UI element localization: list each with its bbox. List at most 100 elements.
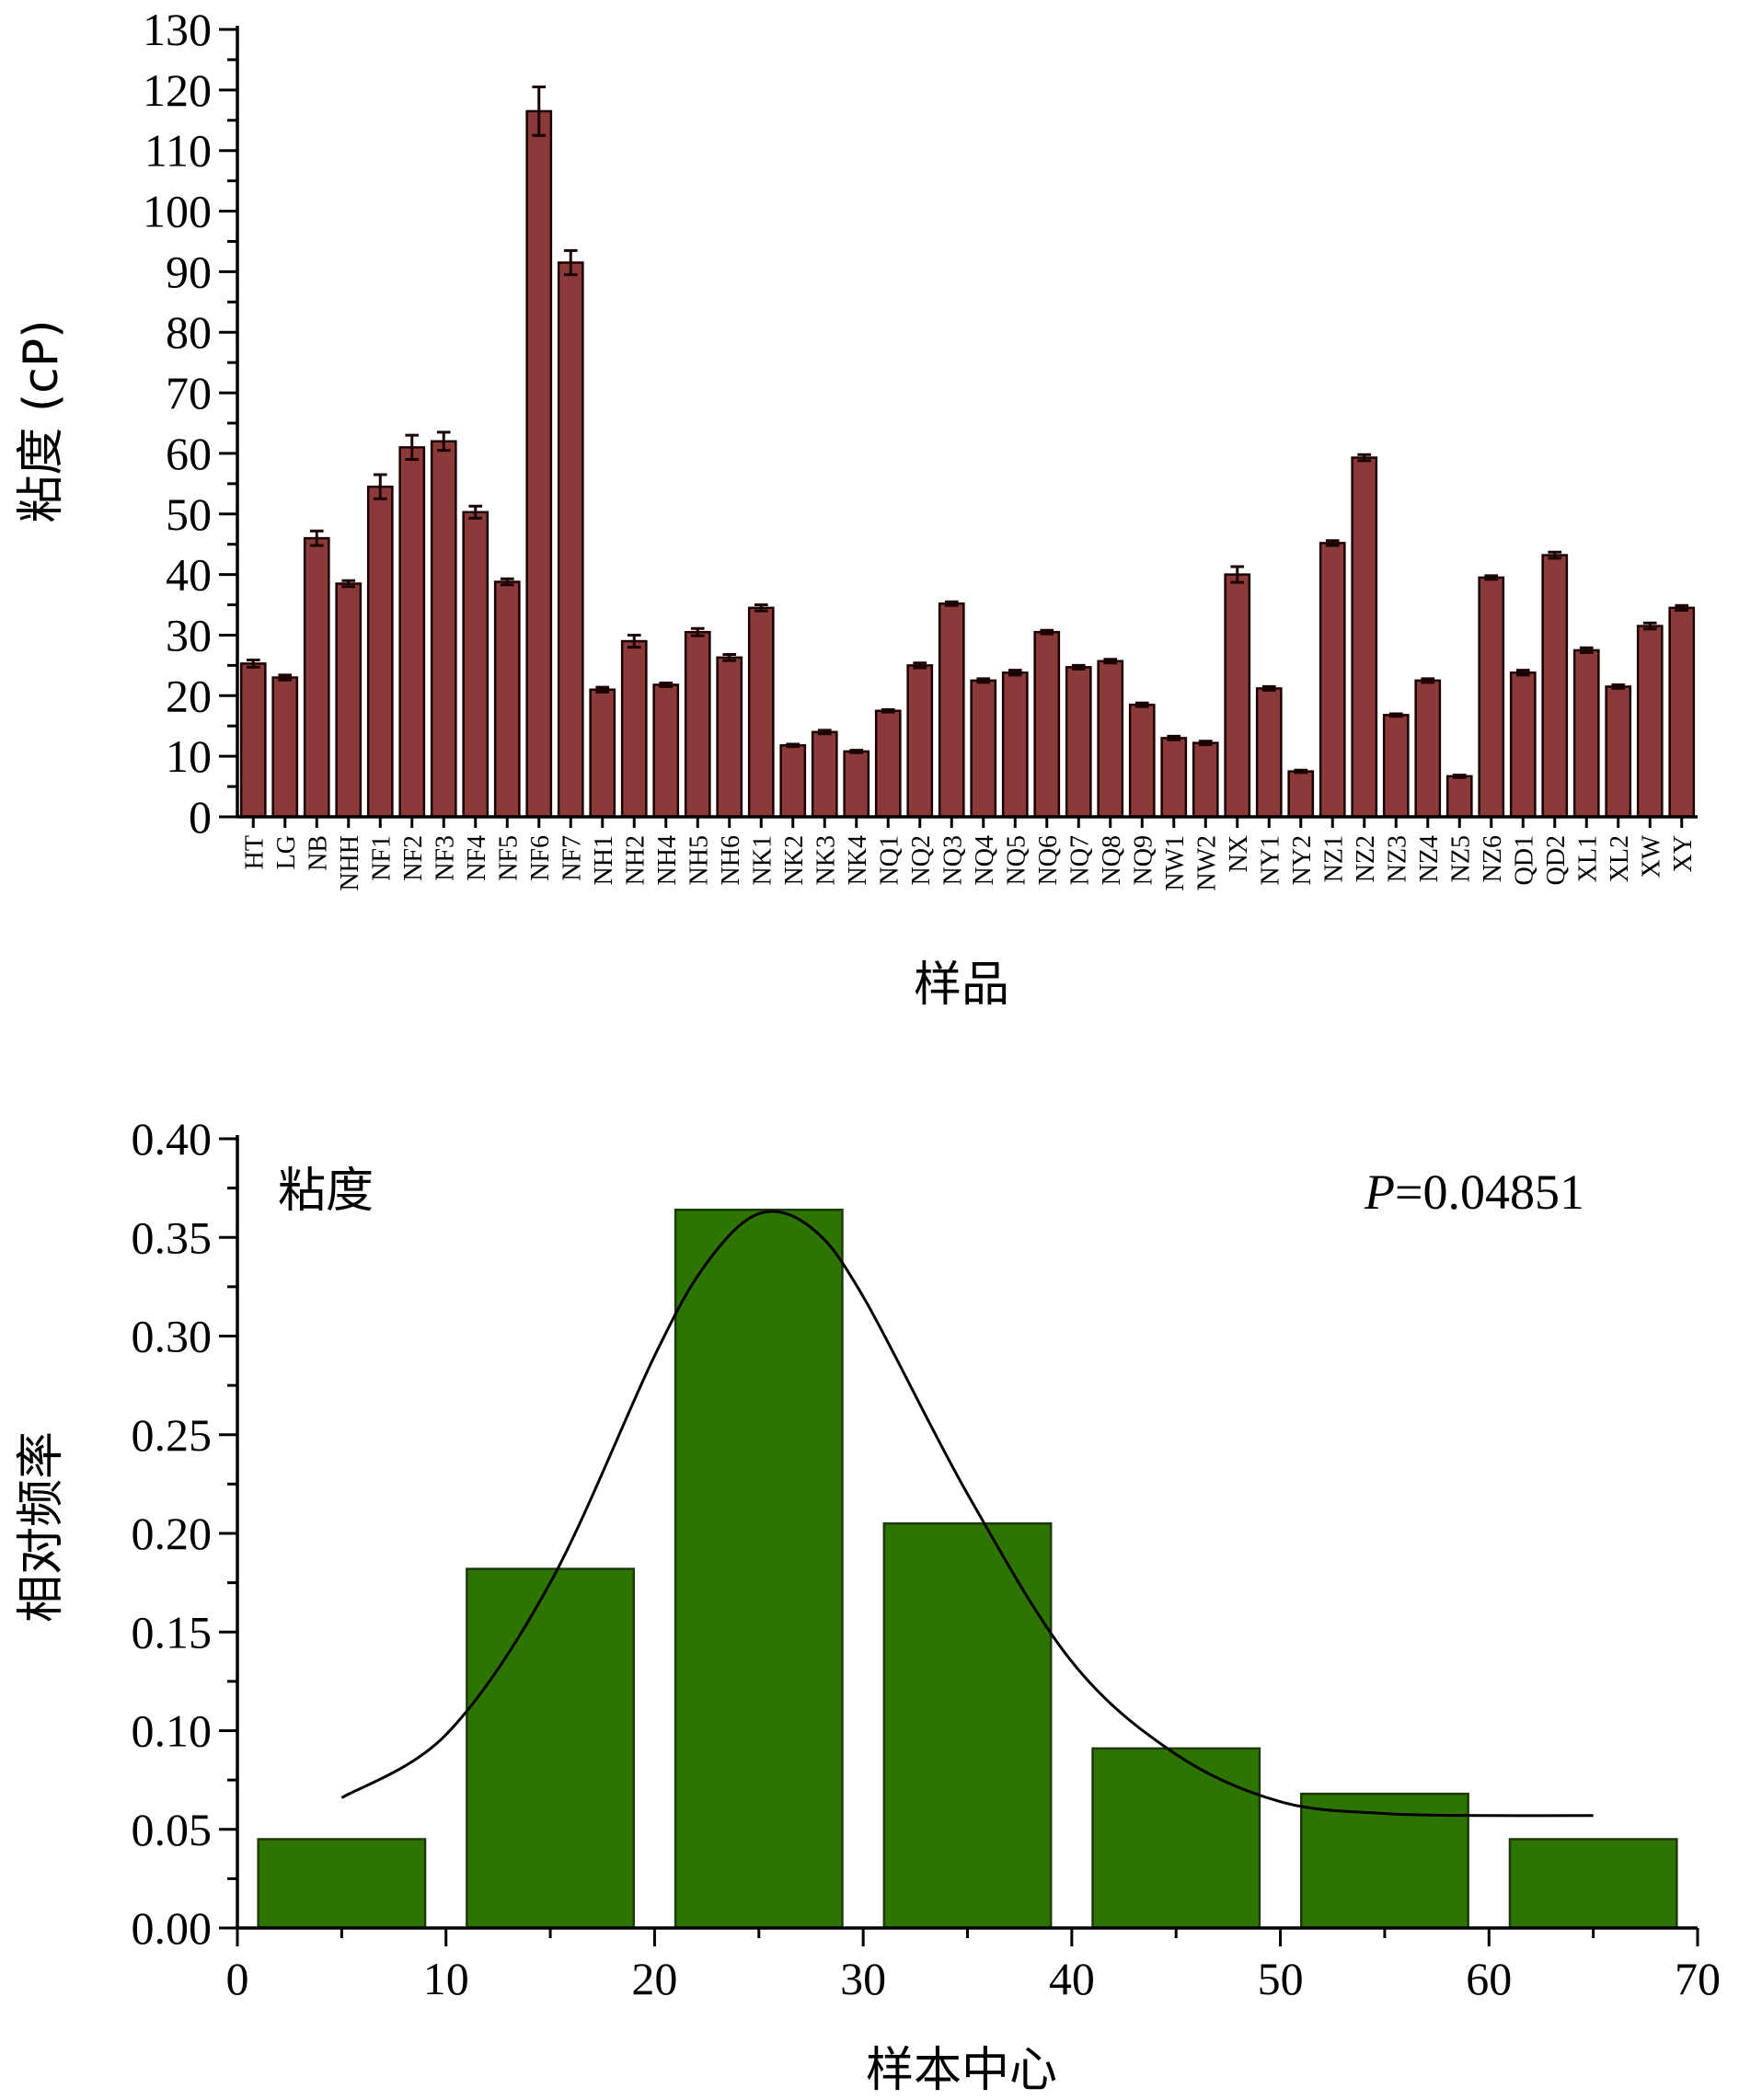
y-tick-label: 0.05 bbox=[132, 1804, 213, 1855]
histogram-x-axis-title: 样本中心 bbox=[866, 2043, 1057, 2098]
viscosity-bar-NH6 bbox=[716, 656, 743, 819]
x-tick-label-NW2: NW2 bbox=[1192, 835, 1221, 891]
x-tick-label-NQ3: NQ3 bbox=[939, 835, 967, 885]
viscosity-bar-NQ4 bbox=[970, 679, 997, 819]
viscosity-bar-NQ6 bbox=[1033, 630, 1061, 819]
x-tick-label-NZ5: NZ5 bbox=[1446, 835, 1475, 882]
viscosity-bar-NQ7 bbox=[1065, 666, 1092, 819]
viscosity-bar-NW1 bbox=[1160, 737, 1188, 819]
y-tick-label: 40 bbox=[166, 549, 212, 601]
x-tick-label-NW1: NW1 bbox=[1161, 835, 1190, 891]
y-tick-label: 0.25 bbox=[132, 1409, 213, 1461]
error-bar-NH1 bbox=[595, 685, 610, 694]
viscosity-bar-NY2 bbox=[1287, 770, 1315, 819]
viscosity-bar-NZ4 bbox=[1414, 679, 1442, 819]
error-bar-NZ1 bbox=[1325, 539, 1340, 547]
y-tick-label: 0.40 bbox=[132, 1113, 213, 1165]
viscosity-bar-NX bbox=[1224, 573, 1251, 819]
error-bar-NK1 bbox=[754, 603, 768, 613]
viscosity-bar-NF5 bbox=[493, 580, 521, 819]
x-tick-label-NZ4: NZ4 bbox=[1415, 835, 1444, 882]
histogram-panel-label: 粘度 bbox=[278, 1164, 374, 1219]
x-tick-label-NZ3: NZ3 bbox=[1383, 835, 1411, 882]
error-bar-NF2 bbox=[405, 433, 420, 462]
x-tick-label-NK4: NK4 bbox=[844, 835, 872, 885]
error-bar-NQ5 bbox=[1008, 669, 1022, 677]
error-bar-NZ6 bbox=[1484, 574, 1499, 581]
x-tick-label-NH2: NH2 bbox=[621, 835, 650, 885]
error-bar-NB bbox=[309, 529, 324, 547]
viscosity-x-axis: HT LG NB NHH NF1 NF2 NF3 NF4 NF5 NF6 NF7 NH1 NH2 NH4 N… bbox=[237, 815, 1698, 891]
y-tick-label: 0.20 bbox=[132, 1508, 213, 1559]
error-bar-NQ3 bbox=[944, 600, 959, 607]
x-tick-label-NZ1: NZ1 bbox=[1319, 835, 1348, 882]
p-value-annotation: P=0.04851 bbox=[1364, 1165, 1584, 1220]
error-bar-NK4 bbox=[849, 749, 864, 754]
error-bar-NQ1 bbox=[881, 707, 895, 714]
viscosity-bar-NF7 bbox=[557, 261, 584, 819]
viscosity-bar-NF6 bbox=[525, 109, 553, 819]
x-tick-label: 0 bbox=[226, 1953, 249, 2004]
x-tick-label: 60 bbox=[1466, 1953, 1512, 2004]
x-tick-label-NZ6: NZ6 bbox=[1479, 835, 1507, 882]
histogram-x-axis: 0 10 20 30 40 50 60 70 bbox=[226, 1926, 1721, 2004]
x-tick-label: 40 bbox=[1049, 1953, 1095, 2004]
viscosity-bar-XW bbox=[1636, 625, 1664, 819]
x-tick-label-NQ4: NQ4 bbox=[971, 835, 999, 885]
y-tick-label: 60 bbox=[166, 428, 212, 479]
x-tick-label-NK1: NK1 bbox=[748, 835, 777, 885]
error-bar-NH2 bbox=[627, 633, 641, 649]
y-tick-label: 0.15 bbox=[132, 1606, 213, 1658]
x-tick-label-NH6: NH6 bbox=[717, 835, 745, 885]
error-bar-NZ2 bbox=[1357, 453, 1372, 463]
y-tick-label: 20 bbox=[166, 670, 212, 721]
x-tick-label-NH1: NH1 bbox=[590, 835, 618, 885]
error-bar-NF4 bbox=[468, 504, 483, 520]
error-bar-XL2 bbox=[1611, 683, 1626, 690]
viscosity-bar-NH4 bbox=[652, 683, 680, 819]
x-tick-label-NQ5: NQ5 bbox=[1002, 835, 1031, 885]
histogram-bar-3 bbox=[674, 1208, 844, 1930]
error-bar-NK3 bbox=[817, 729, 832, 736]
error-bar-NZ5 bbox=[1452, 774, 1467, 779]
histogram-bars bbox=[257, 1208, 1678, 1930]
error-bar-NF5 bbox=[500, 577, 514, 587]
viscosity-bar-NF4 bbox=[462, 511, 489, 819]
x-tick-label-XW: XW bbox=[1637, 834, 1665, 878]
error-bar-NH5 bbox=[690, 626, 705, 637]
histogram-bar-2 bbox=[466, 1567, 636, 1930]
y-tick-label: 0.35 bbox=[132, 1211, 213, 1263]
x-tick-label-LG: LG bbox=[272, 835, 301, 869]
viscosity-bar-NK4 bbox=[843, 750, 870, 819]
error-bar-NF6 bbox=[532, 86, 547, 137]
x-tick-label-NH5: NH5 bbox=[685, 835, 713, 885]
histogram-bar-5 bbox=[1091, 1747, 1261, 1930]
x-tick-label-NQ7: NQ7 bbox=[1065, 835, 1094, 885]
viscosity-bar-NF3 bbox=[430, 440, 457, 819]
error-bar-NY1 bbox=[1261, 684, 1276, 692]
viscosity-bar-NQ8 bbox=[1097, 660, 1124, 819]
viscosity-bar-XL1 bbox=[1572, 648, 1600, 819]
x-tick-label-NK3: NK3 bbox=[812, 835, 840, 885]
x-tick-label-NF5: NF5 bbox=[494, 835, 523, 881]
error-bar-NH6 bbox=[722, 653, 737, 662]
error-bar-NY2 bbox=[1294, 768, 1308, 775]
y-tick-label: 90 bbox=[166, 246, 212, 297]
viscosity-bar-NF2 bbox=[398, 446, 426, 819]
x-tick-label-NQ1: NQ1 bbox=[875, 835, 904, 885]
error-bar-NF1 bbox=[373, 473, 387, 500]
x-tick-label-NY2: NY2 bbox=[1288, 835, 1317, 885]
viscosity-bar-XL2 bbox=[1605, 685, 1632, 819]
histogram-y-axis-title: 相对频率 bbox=[14, 1431, 69, 1623]
viscosity-bar-XY bbox=[1668, 606, 1696, 819]
normal-fit-curve bbox=[340, 1210, 1594, 1818]
viscosity-bar-NW2 bbox=[1192, 741, 1219, 819]
viscosity-bar-NF1 bbox=[366, 485, 394, 819]
viscosity-bar-NQ1 bbox=[874, 709, 902, 819]
x-tick-label: 10 bbox=[423, 1953, 469, 2004]
x-tick-label-NQ8: NQ8 bbox=[1098, 835, 1126, 885]
y-tick-label: 120 bbox=[143, 64, 212, 116]
viscosity-bar-NZ2 bbox=[1351, 456, 1378, 819]
error-bar-QD2 bbox=[1548, 550, 1562, 560]
viscosity-bar-QD2 bbox=[1541, 554, 1569, 819]
